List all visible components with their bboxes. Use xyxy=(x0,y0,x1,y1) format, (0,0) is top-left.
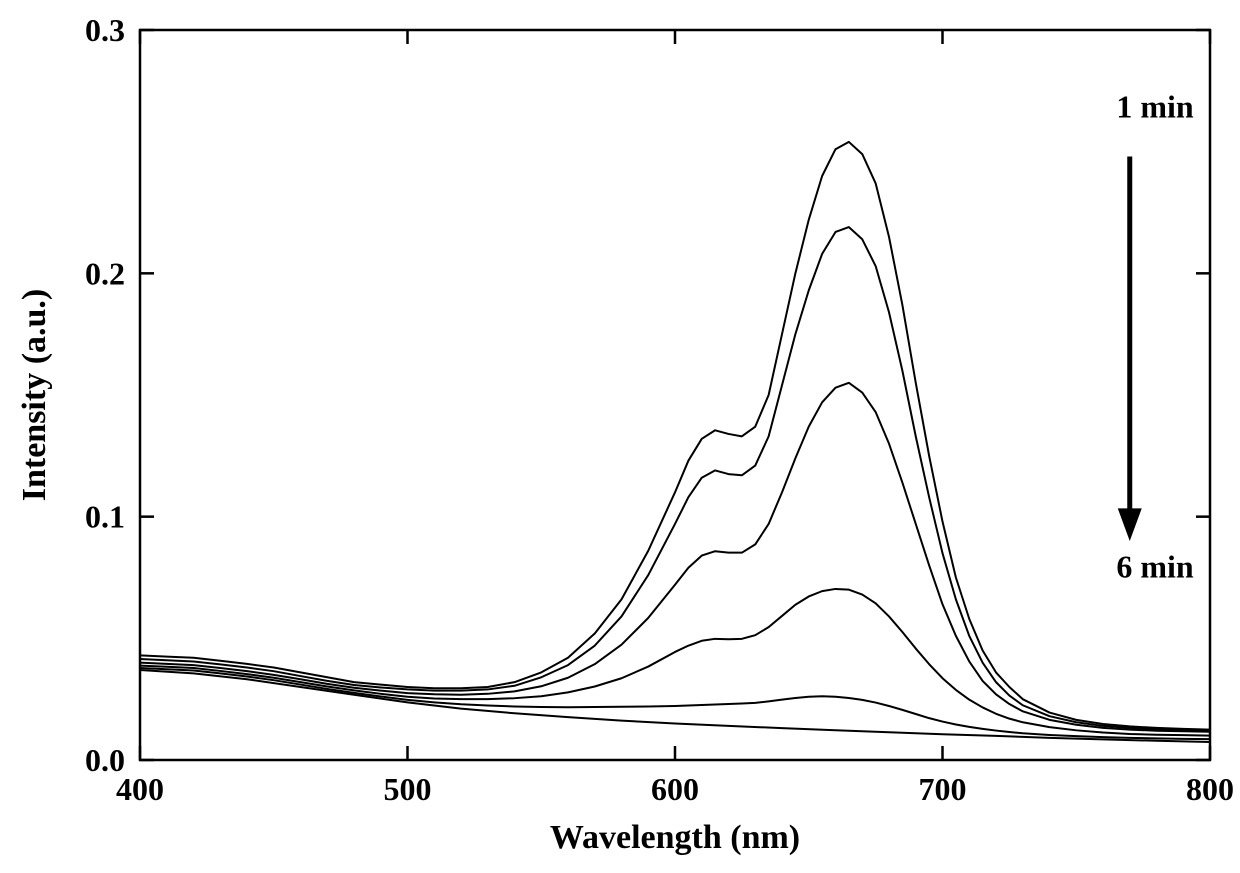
x-tick-label: 800 xyxy=(1186,771,1234,807)
y-axis-label: Intensity (a.u.) xyxy=(16,289,53,502)
plot-frame xyxy=(140,30,1210,760)
x-axis-label: Wavelength (nm) xyxy=(550,819,800,856)
annotation-bottom: 6 min xyxy=(1116,549,1194,585)
chart-svg: 4005006007008000.00.10.20.3Wavelength (n… xyxy=(0,0,1240,873)
series-group xyxy=(140,142,1210,742)
annotation-top: 1 min xyxy=(1116,89,1194,125)
spectra-chart: 4005006007008000.00.10.20.3Wavelength (n… xyxy=(0,0,1240,873)
x-tick-label: 600 xyxy=(651,771,699,807)
y-tick-label: 0.1 xyxy=(85,499,125,535)
series-line xyxy=(140,589,1210,736)
y-tick-label: 0.3 xyxy=(85,12,125,48)
trend-arrow-head xyxy=(1118,508,1142,541)
y-tick-label: 0.2 xyxy=(85,255,125,291)
x-tick-label: 500 xyxy=(384,771,432,807)
x-tick-label: 700 xyxy=(919,771,967,807)
series-line xyxy=(140,383,1210,732)
y-tick-label: 0.0 xyxy=(85,742,125,778)
series-line xyxy=(140,227,1210,730)
series-line xyxy=(140,142,1210,730)
